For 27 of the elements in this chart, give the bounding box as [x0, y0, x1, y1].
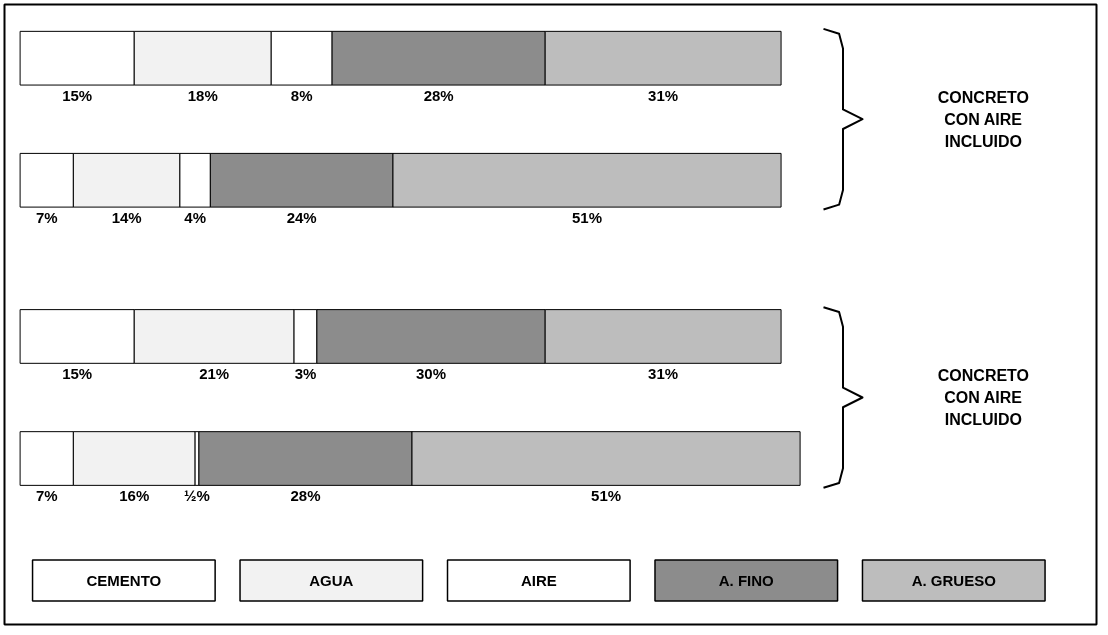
- text: CONCRETO CON AIRE INCLUIDO: [937, 88, 1030, 150]
- data-label: 4%: [184, 208, 206, 226]
- data-label: 18%: [187, 86, 218, 104]
- text: AGUA: [309, 572, 354, 590]
- data-label: 8%: [290, 86, 313, 104]
- data-label: 15%: [62, 86, 93, 104]
- data-label: 28%: [290, 486, 321, 504]
- text: CEMENTO: [86, 572, 162, 590]
- data-label: 3%: [294, 364, 317, 382]
- text: A. FINO: [718, 572, 775, 590]
- data-label: 30%: [416, 364, 447, 382]
- data-label: 14%: [111, 208, 142, 226]
- data-label: 7%: [35, 486, 58, 504]
- data-label: 16%: [119, 486, 150, 504]
- data-label: 31%: [648, 86, 679, 104]
- data-label: 24%: [286, 208, 317, 226]
- text: A. GRUESO: [911, 572, 997, 590]
- data-label: 15%: [62, 364, 93, 382]
- data-label: 31%: [648, 364, 679, 382]
- data-label: 21%: [199, 364, 230, 382]
- data-label: 28%: [423, 86, 454, 104]
- text: AIRE: [520, 572, 557, 590]
- data-label: 7%: [35, 208, 58, 226]
- data-label: 51%: [591, 486, 622, 504]
- data-label: 51%: [572, 208, 603, 226]
- data-label: ½%: [184, 486, 210, 504]
- text: CONCRETO CON AIRE INCLUIDO: [937, 366, 1030, 429]
